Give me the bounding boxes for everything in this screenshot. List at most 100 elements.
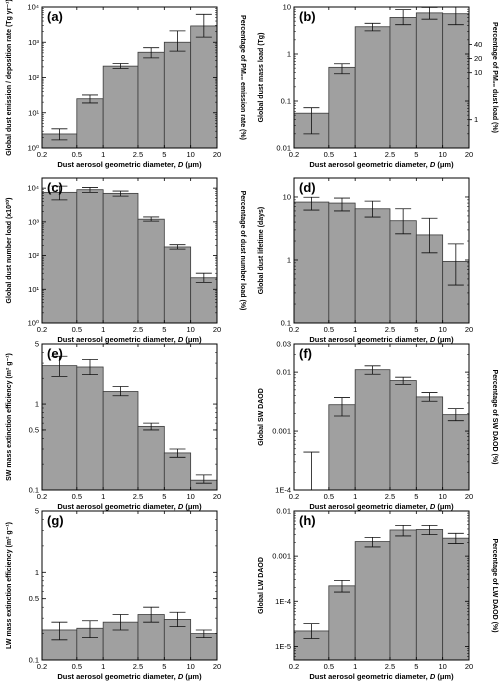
x-tick-label: 10 (438, 150, 446, 159)
x-axis-label: Dust aerosol geometric diameter, D (μm) (57, 672, 202, 681)
y-axis-label: Global dust lifetime (days) (258, 207, 265, 295)
bar (163, 452, 192, 491)
y-tick-label: 10⁰ (28, 144, 39, 153)
panel-label: (c) (47, 180, 63, 195)
bar (76, 189, 104, 324)
y-tick-label: 10 (283, 192, 291, 201)
x-tick-label: 20 (213, 150, 221, 159)
y-axis-label: Global dust number load (x10²⁰) (5, 198, 13, 304)
x-axis-label-unit: (μm) (435, 335, 454, 344)
error-bar (364, 200, 381, 218)
x-axis-label-var: D (430, 160, 436, 169)
x-tick-label: 5 (414, 325, 418, 334)
error-bar (112, 63, 129, 69)
y-tick-label: 10⁰ (28, 319, 39, 328)
x-tick-label: 10 (186, 325, 194, 334)
error-bar (421, 524, 438, 536)
y-tick-label: 10³ (28, 217, 39, 226)
x-tick-label: 0.2 (289, 662, 299, 671)
bar (442, 414, 470, 491)
error-bar (81, 94, 98, 104)
error-bar (364, 22, 381, 32)
bar (102, 65, 139, 149)
x-axis-label: Dust aerosol geometric diameter, D (μm) (57, 160, 202, 169)
y-axis-label: Global dust mass load (Tg) (258, 33, 265, 123)
y2-tick-label: 20 (474, 54, 482, 63)
y2-axis-label: Percentage of PM₂₀ dust load (%) (491, 22, 498, 133)
chart-panel-7: 0.2 0.5 1 2.5 5 10 20 Dust aerosol geometric di… (6, 507, 221, 682)
x-axis-label: Dust aerosol geometric diameter, D (μm) (309, 160, 454, 169)
x-tick-label: 0.2 (37, 325, 47, 334)
bar (354, 541, 391, 661)
error-bar (447, 243, 464, 286)
error-bar (303, 623, 320, 639)
x-tick-label: 10 (438, 662, 446, 671)
error-bar (81, 620, 98, 639)
y-tick-label: 0.1 (281, 319, 291, 328)
x-tick-label: 5 (414, 150, 418, 159)
x-tick-label: 20 (213, 492, 221, 501)
bar (354, 208, 391, 324)
y-tick-label: 0.1 (29, 656, 39, 665)
x-tick-label: 0.2 (37, 492, 47, 501)
x-tick-label: 10 (186, 492, 194, 501)
x-axis-label: Dust aerosol geometric diameter, D (μm) (309, 502, 454, 511)
x-tick-label: 5 (414, 492, 418, 501)
bar (163, 41, 192, 149)
x-tick-label: 2.5 (133, 325, 143, 334)
y-axis-label: SW mass extinction efficiency (m² g⁻¹) (6, 353, 13, 481)
error-bar (81, 359, 98, 376)
bar (389, 220, 417, 324)
error-bar (421, 392, 438, 402)
error-bar (395, 9, 412, 26)
x-axis-label-var: D (178, 502, 184, 511)
x-axis-label-text: Dust aerosol geometric diameter, (309, 672, 429, 681)
x-tick-label: 5 (162, 325, 166, 334)
bar (389, 380, 417, 491)
x-axis-label-unit: (μm) (183, 160, 202, 169)
error-bar (51, 621, 68, 641)
x-tick-label: 5 (162, 492, 166, 501)
error-bar (51, 185, 68, 201)
error-bar (112, 386, 129, 397)
bar (415, 12, 444, 149)
error-bar (303, 107, 320, 135)
x-axis-label-text: Dust aerosol geometric diameter, (309, 335, 429, 344)
y-tick-label: 10¹ (28, 108, 39, 117)
x-tick-label: 0.5 (324, 325, 334, 334)
x-axis-label-unit: (μm) (435, 672, 454, 681)
y-axis-label: Global SW DAOD (258, 388, 265, 446)
error-bar (169, 611, 186, 628)
x-axis-label-text: Dust aerosol geometric diameter, (57, 335, 177, 344)
error-bar (195, 272, 212, 283)
x-tick-label: 2.5 (133, 662, 143, 671)
x-tick-label: 0.5 (324, 150, 334, 159)
x-tick-label: 0.5 (324, 662, 334, 671)
y-tick-label: 0.5 (29, 594, 39, 603)
y2-axis-label: Percentage of dust number load (%) (239, 191, 246, 311)
y-tick-label: 1 (287, 255, 291, 264)
error-bar (195, 13, 212, 38)
x-tick-label: 20 (465, 325, 473, 334)
x-tick-label: 0.5 (72, 492, 82, 501)
bar (137, 425, 165, 491)
x-axis-label-text: Dust aerosol geometric diameter, (57, 502, 177, 511)
plot-frame (293, 6, 470, 149)
x-tick-label: 0.5 (72, 325, 82, 334)
error-bar (447, 532, 464, 544)
y-tick-label: 1E-4 (275, 486, 291, 495)
x-tick-label: 20 (213, 325, 221, 334)
y-axis-label: LW mass extinction efficiency (m² g⁻¹) (6, 522, 13, 649)
x-tick-label: 10 (186, 662, 194, 671)
x-axis-label: Dust aerosol geometric diameter, D (μm) (57, 502, 202, 511)
plot-frame (41, 177, 218, 324)
x-tick-label: 2.5 (385, 150, 395, 159)
x-tick-label: 1 (101, 150, 105, 159)
x-tick-label: 1 (353, 492, 357, 501)
y-tick-label: 1E-4 (275, 597, 291, 606)
y-tick-label: 1 (35, 568, 39, 577)
x-tick-label: 5 (414, 662, 418, 671)
y2-axis-label: Percentage of PM₂₀ emission rate (%) (239, 15, 246, 140)
error-bar (303, 196, 320, 211)
y2-tick-label: 40 (474, 40, 482, 49)
